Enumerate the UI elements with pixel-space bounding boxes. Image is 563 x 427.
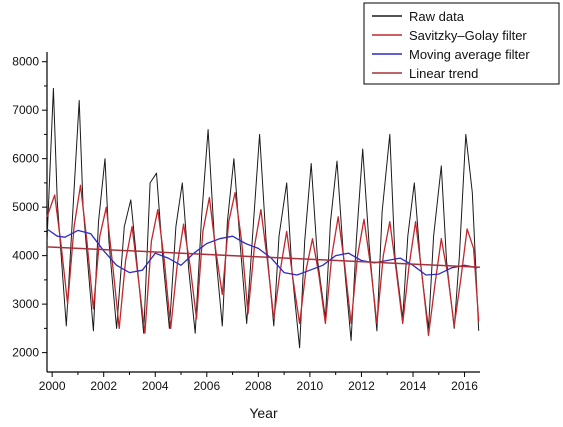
linear-trend-line	[46, 246, 481, 269]
x-axis: 2000 2002 2004 2006 2008 2010 2012 2014 2016	[39, 372, 478, 393]
x-tick-label: 2004	[142, 379, 169, 393]
y-tick-label: 7000	[12, 103, 39, 117]
legend-label: Moving average filter	[409, 47, 530, 62]
x-tick-label: 2010	[297, 379, 324, 393]
x-tick-label: 2012	[348, 379, 375, 393]
legend-label: Raw data	[409, 9, 465, 24]
y-tick-label: 4000	[12, 249, 39, 263]
legend-box	[363, 2, 560, 85]
legend-label: Linear trend	[409, 66, 478, 81]
y-tick-label: 2000	[12, 346, 39, 360]
y-axis: 2000 3000 4000 5000 6000 7000 8000	[12, 55, 47, 360]
y-tick-label: 3000	[12, 297, 39, 311]
x-tick-label: 2016	[451, 379, 478, 393]
savitzky-golay-line	[46, 184, 480, 337]
x-tick-label: 2008	[245, 379, 272, 393]
x-tick-label: 2014	[400, 379, 427, 393]
plot-frame	[46, 52, 480, 373]
raw-data-line	[46, 87, 480, 349]
x-tick-label: 2006	[193, 379, 220, 393]
y-tick-label: 8000	[12, 55, 39, 69]
series-layer	[46, 87, 481, 349]
x-tick-label: 2000	[39, 379, 66, 393]
y-tick-label: 6000	[12, 152, 39, 166]
moving-average-line	[46, 228, 478, 276]
y-tick-label: 5000	[12, 200, 39, 214]
legend: Raw data Savitzky–Golay filter Moving aver…	[363, 2, 560, 85]
x-axis-title: Year	[249, 405, 278, 421]
legend-label: Savitzky–Golay filter	[409, 28, 527, 43]
x-tick-label: 2002	[90, 379, 117, 393]
